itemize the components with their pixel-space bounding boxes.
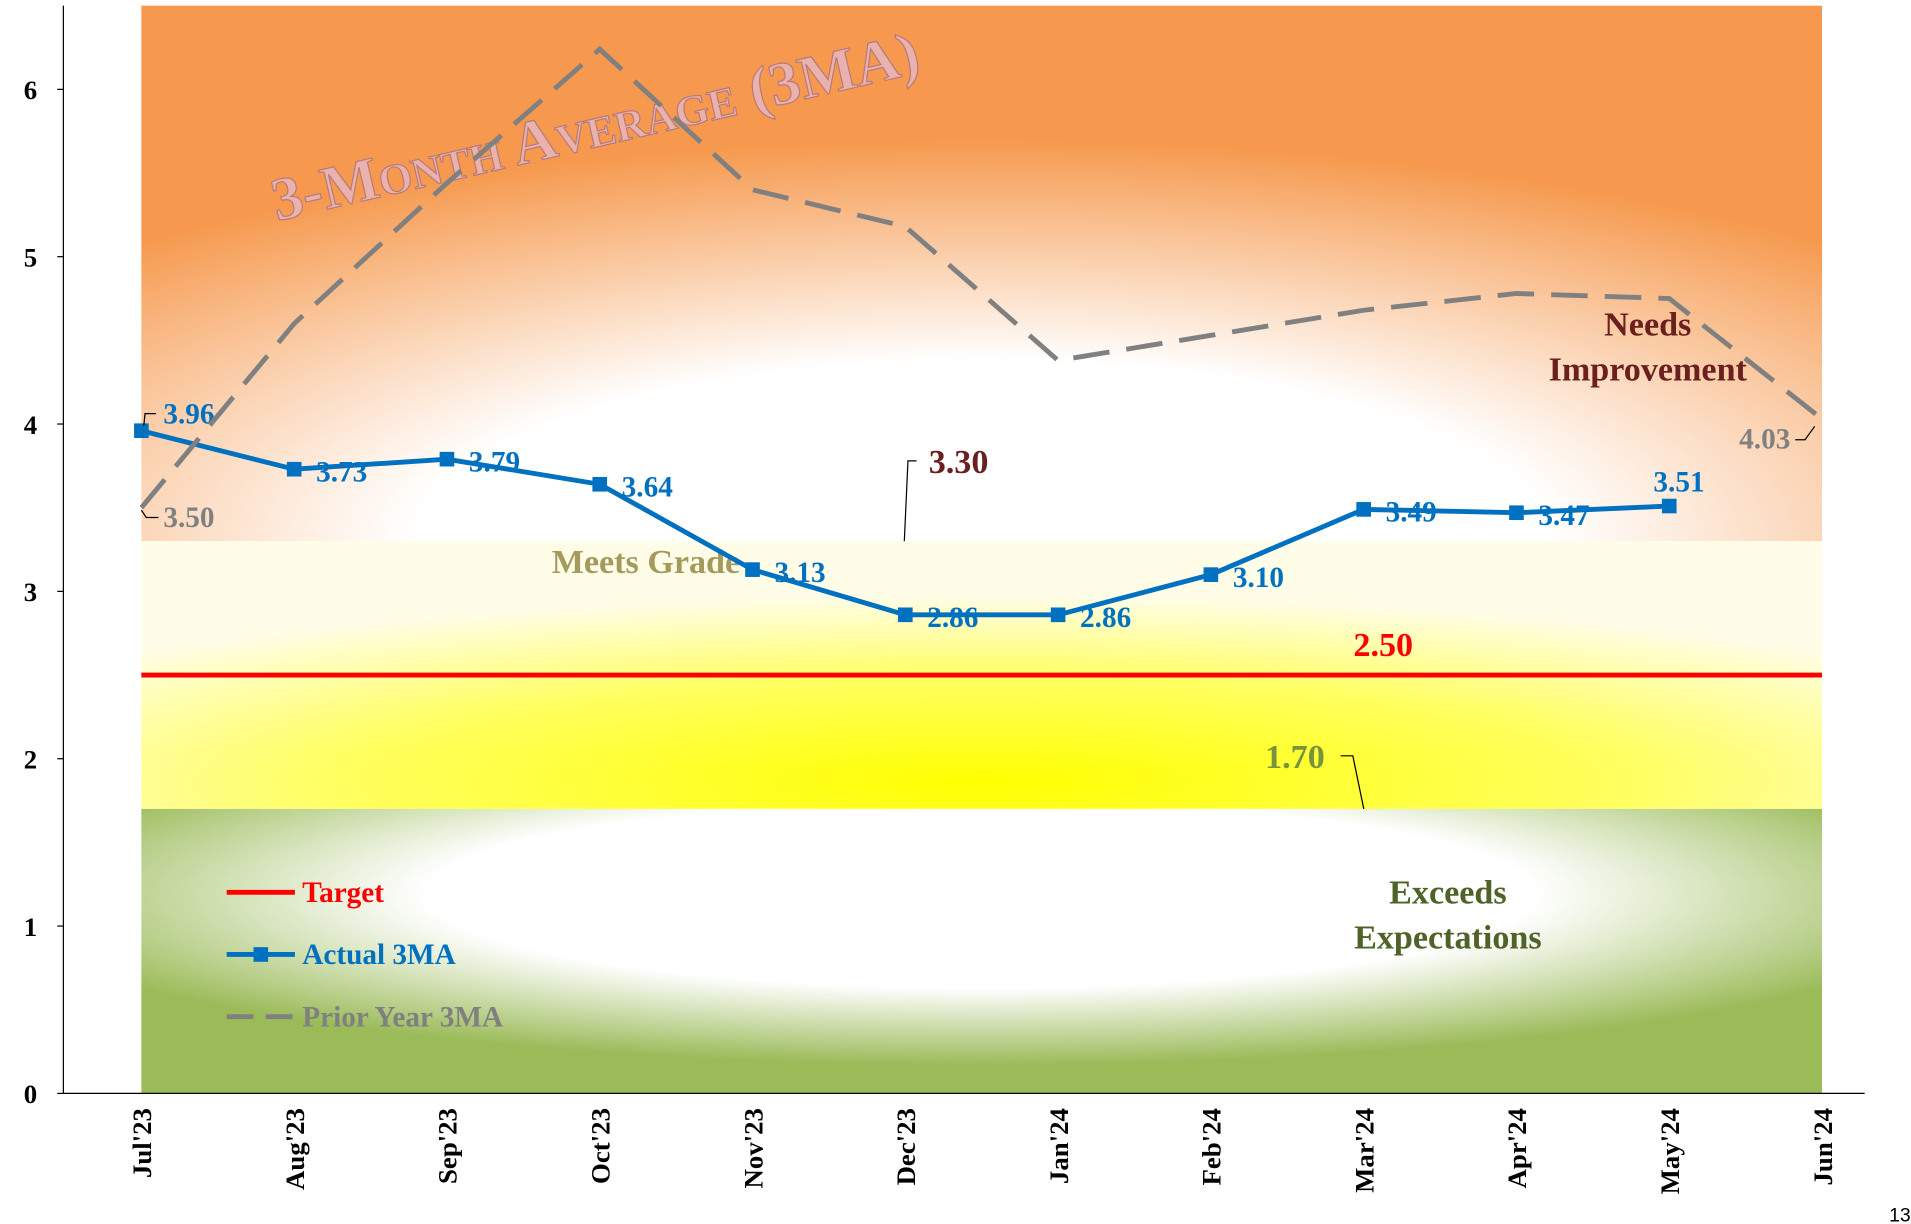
data-point bbox=[286, 461, 302, 477]
band-exceeds bbox=[141, 808, 1823, 1094]
y-tick-label: 1 bbox=[24, 912, 37, 942]
page-number: 13 bbox=[1889, 1204, 1911, 1224]
x-tick-label: Feb'24 bbox=[1197, 1108, 1227, 1185]
y-tick-label: 2 bbox=[24, 744, 37, 774]
x-tick-label: Mar'24 bbox=[1349, 1108, 1379, 1193]
leader-line bbox=[903, 460, 917, 542]
data-label: 3.13 bbox=[774, 557, 825, 589]
leader-line bbox=[140, 509, 159, 519]
data-label: 3.79 bbox=[469, 446, 520, 478]
x-tick-label: Dec'23 bbox=[891, 1108, 921, 1185]
data-label: 3.49 bbox=[1386, 497, 1437, 529]
data-point bbox=[592, 476, 608, 492]
y-tick-label: 6 bbox=[24, 75, 37, 105]
threshold-label: 1.70 bbox=[1265, 739, 1325, 776]
x-tick-label: Nov'23 bbox=[738, 1108, 768, 1188]
data-label: 2.86 bbox=[1080, 602, 1131, 634]
data-point bbox=[1509, 505, 1524, 521]
data-point bbox=[439, 451, 455, 467]
threshold-label: 3.30 bbox=[929, 444, 989, 481]
x-tick-label: Oct'23 bbox=[585, 1108, 615, 1184]
data-point bbox=[1661, 498, 1677, 514]
data-point bbox=[1050, 607, 1066, 623]
band-label: Exceeds bbox=[1389, 874, 1506, 911]
data-label: 3.64 bbox=[622, 471, 674, 503]
y-tick-label: 4 bbox=[24, 410, 37, 440]
legend-label: Target bbox=[302, 877, 384, 909]
data-label: 3.51 bbox=[1653, 466, 1704, 498]
leader-line bbox=[1795, 425, 1816, 441]
x-tick-label: Jul'23 bbox=[127, 1108, 157, 1178]
leader-line bbox=[143, 413, 156, 426]
x-tick-label: Apr'24 bbox=[1502, 1108, 1532, 1188]
y-tick-label: 5 bbox=[24, 242, 37, 272]
y-tick-label: 3 bbox=[24, 577, 37, 607]
data-label: 2.86 bbox=[927, 602, 978, 634]
legend-marker bbox=[253, 947, 269, 962]
data-label: 3.47 bbox=[1538, 500, 1589, 532]
leader-line bbox=[1340, 755, 1365, 810]
legend-label: Actual 3MA bbox=[302, 939, 456, 971]
x-tick-label: Jan'24 bbox=[1044, 1108, 1074, 1184]
y-tick-label: 0 bbox=[24, 1079, 37, 1109]
data-point bbox=[134, 423, 149, 439]
band-label: Needs bbox=[1604, 306, 1691, 343]
data-point bbox=[1356, 502, 1371, 517]
legend-label: Prior Year 3MA bbox=[302, 1001, 503, 1033]
band-label: Expectations bbox=[1354, 919, 1542, 956]
data-point bbox=[745, 562, 760, 577]
data-label: 3.10 bbox=[1233, 562, 1284, 594]
data-point bbox=[897, 607, 913, 623]
target-label: 2.50 bbox=[1353, 627, 1413, 664]
x-tick-label: Jun'24 bbox=[1808, 1108, 1838, 1185]
data-point bbox=[1203, 567, 1219, 582]
band-label: Improvement bbox=[1549, 351, 1748, 388]
x-tick-label: Sep'23 bbox=[433, 1108, 463, 1184]
band-needs-improvement bbox=[141, 5, 1823, 542]
x-tick-label: Aug'23 bbox=[280, 1108, 310, 1190]
band-label: Meets Grade bbox=[552, 544, 740, 581]
data-label: 3.73 bbox=[316, 456, 367, 488]
data-label: 4.03 bbox=[1739, 423, 1790, 455]
data-label: 3.50 bbox=[163, 502, 214, 534]
x-tick-label: May'24 bbox=[1655, 1108, 1685, 1194]
data-label: 3.96 bbox=[163, 398, 214, 430]
